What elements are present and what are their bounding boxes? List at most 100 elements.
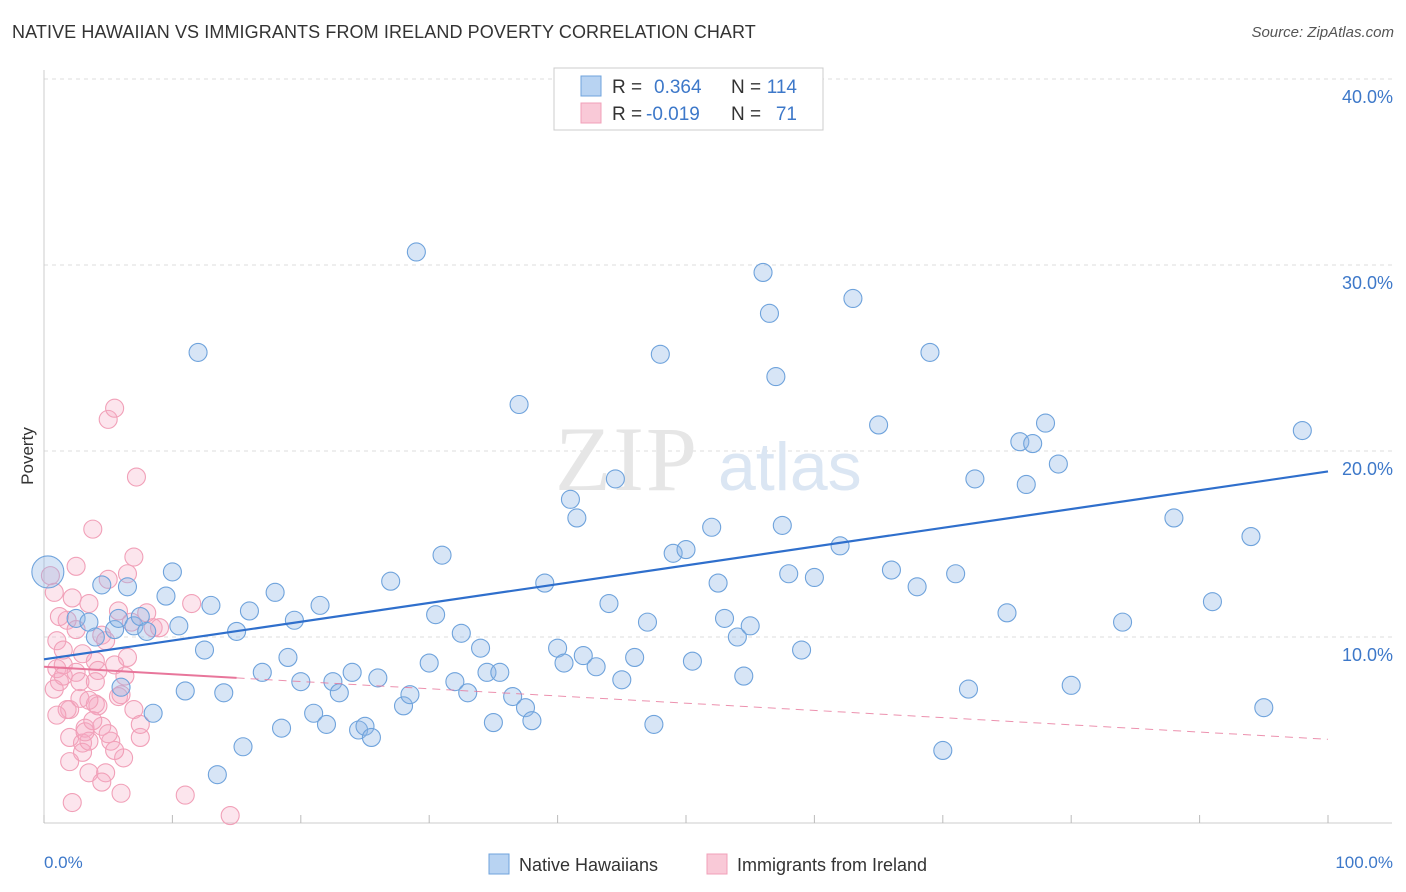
native-hawaiians-point: [31, 555, 65, 589]
native-hawaiians-point: [278, 647, 298, 668]
native-hawaiians-point: [323, 672, 343, 692]
ireland-point: [88, 696, 108, 716]
axes: [43, 70, 1392, 824]
native-hawaiians-point: [869, 415, 889, 435]
ireland-point: [96, 763, 116, 783]
native-hawaiians-point: [682, 651, 702, 671]
native-hawaiians-point: [310, 595, 330, 615]
native-hawaiians-point: [753, 262, 773, 282]
native-hawaiians-point: [194, 640, 215, 660]
native-hawaiians-point: [92, 575, 112, 595]
native-hawaiians-point: [804, 567, 824, 588]
watermark-atlas: atlas: [718, 429, 862, 505]
ireland-point: [105, 740, 125, 761]
native-hawaiians-point: [169, 616, 189, 636]
native-hawaiians-point: [676, 540, 696, 560]
native-hawaiians-point: [451, 623, 471, 643]
ireland-point: [47, 705, 67, 725]
ireland-point: [124, 547, 144, 567]
native-hawaiians-point: [85, 627, 105, 647]
native-hawaiians-point: [483, 713, 503, 733]
ireland-point: [130, 714, 150, 734]
native-hawaiians-point: [907, 577, 927, 597]
native-hawaiians-point: [458, 683, 478, 703]
native-hawaiians-point: [432, 545, 452, 565]
ireland-point: [60, 752, 80, 772]
bottom-legend-swatch-pink: [706, 853, 728, 875]
ireland-point: [98, 724, 118, 744]
native-hawaiians-point: [143, 703, 163, 723]
native-hawaiians-point: [509, 394, 529, 415]
ireland-point: [66, 556, 86, 576]
native-hawaiians-point: [342, 662, 362, 682]
ireland-point: [130, 727, 150, 747]
native-hawaiians-point: [759, 303, 780, 323]
ireland-point: [47, 631, 67, 651]
native-hawaiians-point: [734, 666, 754, 686]
ireland-point: [117, 647, 138, 668]
native-hawaiians-point: [663, 543, 683, 563]
native-hawaiians-point: [406, 242, 426, 262]
native-hawaiians-point: [239, 601, 259, 621]
ireland-point: [101, 731, 121, 751]
ireland-point: [79, 763, 99, 783]
legend-r-label-1: R =: [612, 77, 642, 98]
native-hawaiians-point: [740, 616, 760, 636]
native-hawaiians-point: [445, 672, 465, 692]
native-hawaiians-point: [1202, 592, 1222, 612]
legend-r-value-1: 0.364: [654, 77, 702, 98]
native-hawaiians-point: [1016, 474, 1036, 495]
legend-n-label-2: N =: [731, 104, 761, 125]
chart-title: NATIVE HAWAIIAN VS IMMIGRANTS FROM IRELA…: [12, 22, 756, 42]
native-hawaiians-point: [1164, 508, 1184, 528]
ireland-point: [49, 606, 69, 627]
native-hawaiians-point: [965, 469, 985, 489]
bottom-legend-native-hawaiians: Native Hawaiians: [519, 855, 658, 875]
ireland-point: [220, 806, 240, 826]
legend-n-value-2: 71: [776, 104, 797, 125]
native-hawaiians-point: [650, 344, 670, 364]
ireland-point: [111, 783, 131, 803]
native-hawaiians-point: [252, 662, 272, 682]
ireland-point: [182, 593, 202, 614]
ireland-point: [98, 409, 118, 429]
native-hawaiians-point: [471, 638, 491, 658]
native-hawaiians-point: [137, 621, 157, 641]
native-hawaiians-point: [316, 714, 337, 734]
native-hawaiians-point: [503, 686, 523, 707]
native-hawaiians-point: [920, 342, 940, 362]
ireland-point: [79, 593, 99, 614]
native-hawaiians-point: [625, 647, 645, 668]
native-hawaiians-point: [612, 670, 632, 690]
trend-line-ireland: [43, 665, 237, 679]
correlation-legend: R = 0.364 N = 114 R = -0.019 N = 71: [553, 67, 824, 131]
ireland-point: [75, 722, 95, 742]
native-hawaiians-point: [637, 612, 658, 632]
native-hawaiians-point: [573, 646, 593, 666]
native-hawaiians-point: [792, 640, 812, 660]
native-hawaiians-point: [1035, 413, 1056, 433]
ireland-point: [150, 618, 170, 638]
native-hawaiians-point: [1292, 420, 1312, 441]
grid-lines: [44, 78, 1392, 638]
watermark: ZIP atlas: [555, 408, 862, 510]
native-hawaiians-point: [1254, 698, 1274, 718]
native-hawaiians-point: [554, 653, 574, 673]
native-hawaiians-point: [946, 564, 966, 584]
ireland-point: [85, 672, 105, 692]
x-tick-label-min: 0.0%: [44, 853, 83, 872]
ireland-point: [105, 398, 125, 418]
native-hawaiians-point: [605, 469, 625, 489]
native-hawaiians-point: [708, 573, 728, 593]
x-ticks: [43, 815, 1329, 823]
ireland-point: [92, 772, 112, 792]
native-hawaiians-point: [271, 718, 292, 738]
native-hawaiians-point: [156, 586, 176, 606]
native-hawaiians-point: [188, 342, 208, 362]
native-hawaiians-point: [426, 605, 446, 625]
ireland-point: [83, 519, 103, 539]
native-hawaiians-point: [1048, 454, 1068, 474]
trend-line-ireland-extension: [236, 677, 1329, 740]
native-hawaiians-point: [766, 367, 786, 387]
y-tick-label-10: 10.0%: [1342, 645, 1393, 665]
